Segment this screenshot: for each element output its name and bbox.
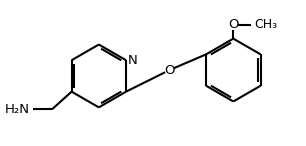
Text: O: O	[164, 64, 175, 77]
Text: N: N	[128, 54, 138, 67]
Text: H₂N: H₂N	[4, 103, 29, 116]
Text: O: O	[228, 18, 239, 31]
Text: CH₃: CH₃	[254, 18, 277, 31]
